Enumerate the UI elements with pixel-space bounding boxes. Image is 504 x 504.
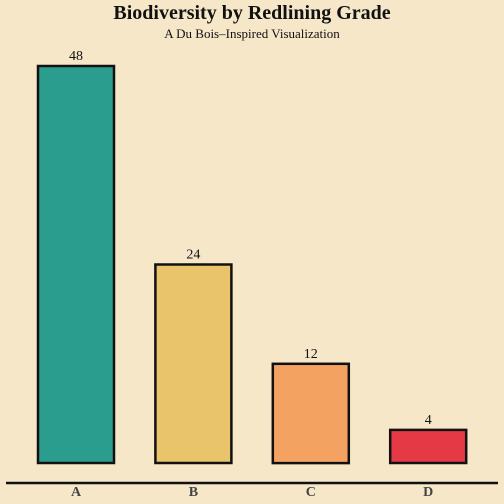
data-label-c: 12 <box>304 347 318 362</box>
bars-layer: 48 24 12 4 <box>36 49 468 465</box>
bar-d <box>388 428 468 465</box>
data-label-d: 4 <box>425 413 432 428</box>
bar-b <box>154 263 233 465</box>
data-label-b: 24 <box>186 248 200 263</box>
x-axis-ticks: A B C D <box>71 485 433 500</box>
tick-label-b: B <box>189 485 198 500</box>
chart-title: Biodiversity by Redlining Grade <box>113 2 390 24</box>
tick-label-a: A <box>71 485 82 500</box>
tick-label-d: D <box>423 485 433 500</box>
chart-subtitle: A Du Bois–Inspired Visualization <box>164 26 340 41</box>
bar-c <box>271 362 351 465</box>
bar-a <box>36 64 116 465</box>
tick-label-c: C <box>306 485 316 500</box>
data-label-a: 48 <box>69 49 83 64</box>
